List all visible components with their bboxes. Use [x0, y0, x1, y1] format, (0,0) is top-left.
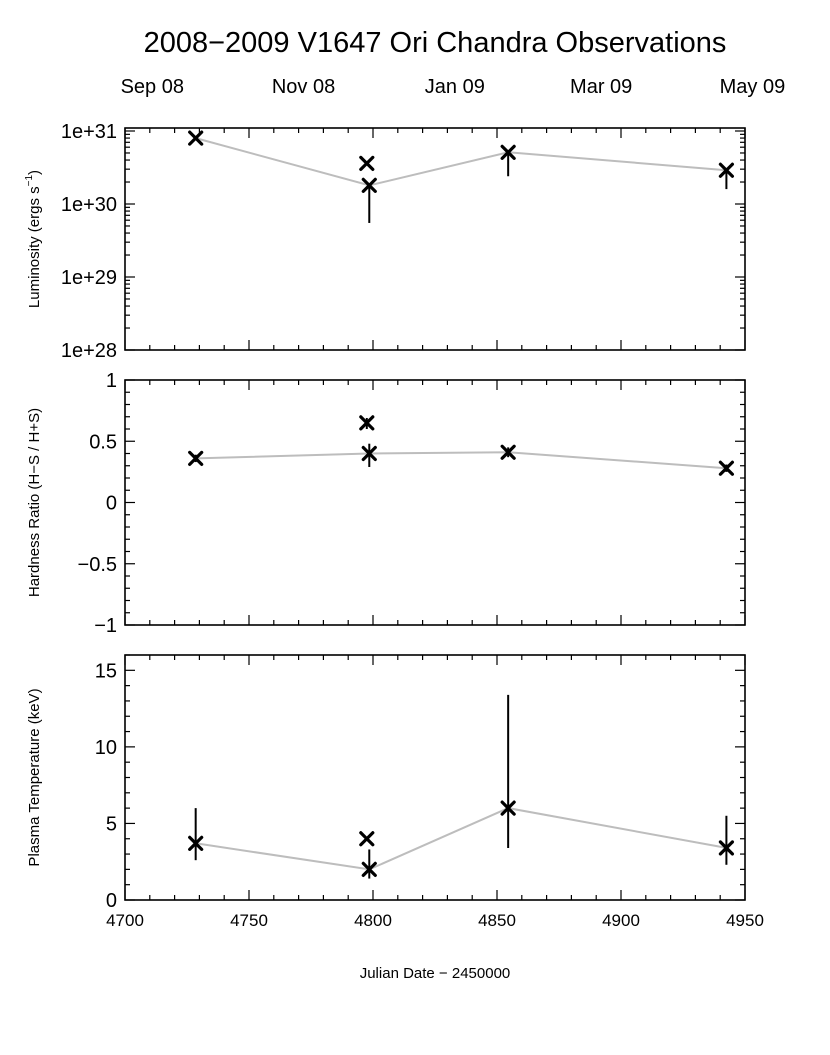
y-tick-label: 1e+28 [61, 340, 117, 362]
panel-1: 1e+28 1e+29 1e+30 1e+31 Luminosity (ergs s−1… [24, 121, 746, 362]
marker-stroke [718, 840, 735, 856]
x-axis-label: Julian Date − 2450000 [360, 965, 511, 982]
data-point [500, 800, 516, 816]
data-point [718, 162, 735, 178]
y-tick-label: −1 [94, 615, 117, 637]
top-date-axis: Sep 08 Nov 08 Jan 09 Mar 09 May 09 [121, 76, 786, 98]
plot-frame [124, 379, 746, 626]
y-tick-label: 0 [106, 493, 117, 515]
data-point [500, 444, 516, 460]
y-tick-label: 0 [106, 890, 117, 912]
series-line [195, 137, 727, 187]
marker-stroke [718, 460, 735, 476]
panel-2: −1 −0.5 0 0.5 1 Hardness Ratio (H−S / H+S) [26, 370, 746, 637]
marker-stroke [188, 450, 204, 466]
chart-title: 2008−2009 V1647 Ori Chandra Observations [144, 27, 727, 59]
marker-stroke [500, 800, 516, 816]
y-tick-label: 1 [106, 370, 117, 392]
data-point [718, 840, 735, 856]
data-point [188, 835, 204, 851]
data-point [361, 861, 377, 877]
series-line [195, 451, 727, 470]
data-point [718, 460, 735, 476]
marker-stroke [188, 130, 204, 146]
plot-frame [124, 127, 746, 351]
y-axis-label: Plasma Temperature (keV) [26, 688, 43, 866]
top-axis-label: Jan 09 [425, 76, 485, 98]
y-tick-label: 0.5 [89, 431, 117, 453]
x-tick-label: 4700 [106, 911, 144, 930]
marker-stroke [359, 831, 375, 847]
x-tick-label: 4800 [354, 911, 392, 930]
y-tick-label: 1e+30 [61, 194, 117, 216]
data-point [359, 831, 375, 847]
y-axis-label: Luminosity (ergs s−1) [24, 170, 43, 308]
marker-stroke [361, 177, 377, 193]
data-point [361, 177, 377, 193]
data-point [359, 155, 375, 171]
y-tick-label: 10 [95, 737, 117, 759]
data-point [188, 450, 204, 466]
x-tick-label: 4950 [726, 911, 764, 930]
x-tick-label: 4900 [602, 911, 640, 930]
y-tick-label: −0.5 [78, 554, 117, 576]
x-tick-label: 4750 [230, 911, 268, 930]
y-tick-label: 1e+29 [61, 267, 117, 289]
top-axis-label: Sep 08 [121, 76, 184, 98]
marker-stroke [361, 445, 377, 462]
marker-stroke [359, 155, 375, 171]
marker-stroke [188, 835, 204, 851]
top-axis-label: May 09 [720, 76, 786, 98]
plot-panels: 1e+28 1e+29 1e+30 1e+31 Luminosity (ergs s−1… [24, 121, 764, 930]
top-axis-label: Nov 08 [272, 76, 335, 98]
x-tick-label: 4850 [478, 911, 516, 930]
data-point [359, 415, 375, 431]
data-point [188, 130, 204, 146]
y-tick-label: 1e+31 [61, 121, 117, 143]
data-point [361, 445, 377, 462]
marker-stroke [500, 444, 516, 460]
series-line [195, 807, 727, 871]
marker-stroke [359, 415, 375, 431]
y-tick-label: 5 [106, 813, 117, 835]
marker-stroke [361, 861, 377, 877]
marker-stroke [718, 162, 735, 178]
marker-stroke [500, 144, 516, 160]
y-axis-label: Hardness Ratio (H−S / H+S) [26, 408, 43, 597]
top-axis-label: Mar 09 [570, 76, 632, 98]
data-point [500, 144, 516, 160]
plot-frame [124, 654, 746, 901]
panel-3: 0 5 10 15 Plasma Temperature (keV) 4700 4750 48… [26, 654, 764, 930]
y-tick-label: 15 [95, 660, 117, 682]
